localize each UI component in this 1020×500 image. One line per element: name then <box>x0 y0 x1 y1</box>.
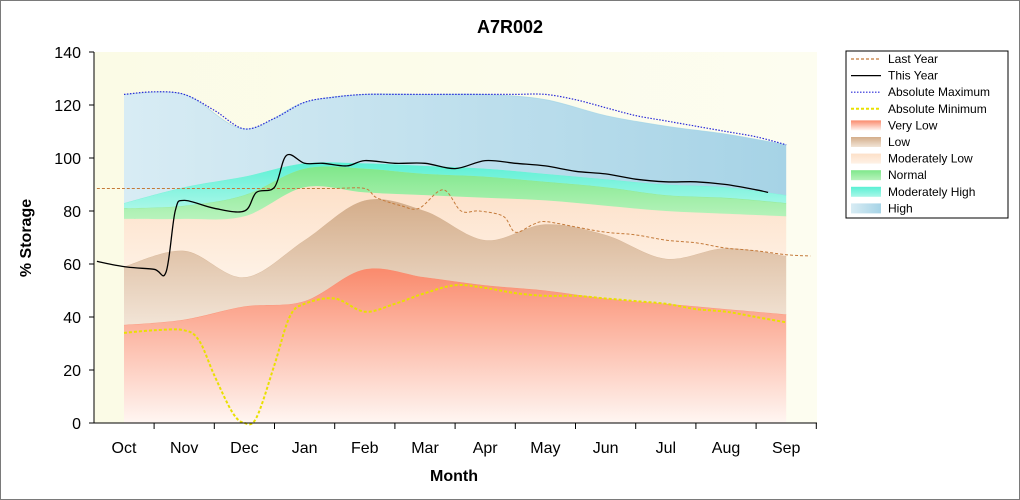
band-low <box>124 198 787 325</box>
legend-label-moderately-high: Moderately High <box>888 185 975 199</box>
series-absolute-maximum <box>123 91 787 146</box>
legend-label-moderately-low: Moderately Low <box>888 152 973 166</box>
legend-label-last-year: Last Year <box>888 52 938 66</box>
x-tick-label: Aug <box>712 440 740 457</box>
series-this-year <box>96 153 769 277</box>
band-moderately-low <box>124 186 787 278</box>
series-lines <box>96 91 811 426</box>
x-tick-label: Nov <box>170 440 198 457</box>
legend-swatch-high <box>851 203 881 214</box>
y-tick-label: 60 <box>63 257 81 274</box>
legend-label-absolute-maximum: Absolute Maximum <box>888 85 990 99</box>
x-tick-label: Oct <box>112 440 137 457</box>
band-very-low <box>124 268 787 423</box>
y-tick-label: 20 <box>63 363 81 380</box>
y-tick-label: 120 <box>54 98 81 115</box>
y-axis-ticks: 0 20 40 60 80 100 120 140 <box>54 45 94 433</box>
legend-swatch-very-low <box>851 120 881 131</box>
legend-label-very-low: Very Low <box>888 118 938 132</box>
x-axis-ticks: Oct Nov Dec Jan Feb Mar Apr May Jun Jul Aug Sep <box>112 423 817 457</box>
legend: Last Year This Year Absolute Maximum Absolu… <box>845 50 1009 219</box>
legend-swatch-low <box>851 137 881 147</box>
x-tick-label: Dec <box>230 440 258 457</box>
x-tick-label: Mar <box>411 440 439 457</box>
legend-swatch-normal <box>851 170 881 181</box>
series-last-year <box>96 187 811 257</box>
x-tick-label: Apr <box>473 440 499 457</box>
y-tick-label: 40 <box>63 310 81 327</box>
y-tick-label: 140 <box>54 45 81 62</box>
legend-label-this-year: This Year <box>888 69 938 83</box>
x-tick-label: Sep <box>772 440 801 457</box>
band-normal <box>124 166 787 220</box>
legend-label-normal: Normal <box>888 168 927 182</box>
y-axis-label: % Storage <box>18 199 35 277</box>
y-tick-label: 0 <box>72 416 81 433</box>
band-high <box>124 91 787 204</box>
legend-swatch-moderately-high <box>851 186 881 197</box>
x-tick-label: Jul <box>656 440 676 457</box>
series-absolute-minimum <box>123 284 787 426</box>
x-tick-label: Feb <box>351 440 379 457</box>
x-tick-label: Jun <box>593 440 619 457</box>
chart-title: A7R002 <box>477 17 543 37</box>
band-moderately-high <box>124 162 787 209</box>
legend-swatch-moderately-low <box>851 153 881 164</box>
x-tick-label: Jan <box>292 440 318 457</box>
legend-label-low: Low <box>888 135 910 149</box>
legend-label-high: High <box>888 201 913 215</box>
y-tick-label: 80 <box>63 204 81 221</box>
legend-label-absolute-minimum: Absolute Minimum <box>888 102 987 116</box>
x-axis-label: Month <box>430 468 478 485</box>
percentile-bands <box>123 91 787 423</box>
x-tick-label: May <box>530 440 560 457</box>
y-tick-label: 100 <box>54 151 81 168</box>
